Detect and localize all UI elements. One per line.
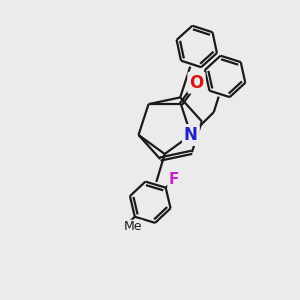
- Text: F: F: [169, 172, 179, 187]
- Text: Me: Me: [124, 220, 142, 233]
- Text: O: O: [189, 74, 204, 92]
- Text: N: N: [184, 126, 198, 144]
